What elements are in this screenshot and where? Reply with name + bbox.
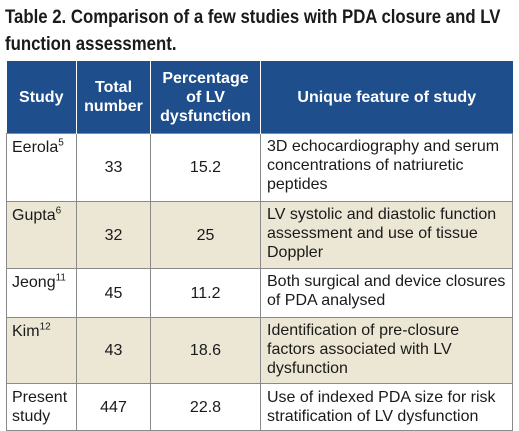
percentage-cell: 15.2 <box>150 133 261 202</box>
total-number-cell: 32 <box>76 201 151 269</box>
reference-number: 11 <box>55 272 66 284</box>
table-row: Eerola5 33 15.2 3D echocardiography and … <box>6 133 513 202</box>
reference-number: 6 <box>55 205 62 217</box>
feature-cell: LV systolic and diastolic function asses… <box>260 201 513 269</box>
comparison-table: Study Total number Percentage of LV dysf… <box>6 61 513 431</box>
table-row: Gupta6 32 25 LV systolic and diastolic f… <box>6 201 513 269</box>
total-number-cell: 43 <box>76 317 151 384</box>
feature-cell: Identification of pre-closure factors as… <box>260 317 513 384</box>
study-cell: Eerola5 <box>6 133 77 202</box>
caption-line-1: Table 2. Comparison of a few studies wit… <box>5 6 501 28</box>
column-header-percentage-lv-dysfunction: Percentage of LV dysfunction <box>150 61 261 134</box>
percentage-cell: 18.6 <box>150 317 261 384</box>
percentage-cell: 25 <box>150 201 261 269</box>
study-cell: Kim12 <box>6 317 77 384</box>
table-header-row: Study Total number Percentage of LV dysf… <box>6 61 513 134</box>
total-number-cell: 447 <box>76 383 151 431</box>
caption-line-2: function assessment. <box>5 33 177 55</box>
study-name: Eerola <box>12 139 59 156</box>
study-cell: Jeong11 <box>6 268 77 318</box>
study-name: Jeong <box>12 274 56 291</box>
study-name: Kim <box>12 323 40 340</box>
feature-cell: Use of indexed PDA size for risk stratif… <box>260 383 513 431</box>
table-row: Jeong11 45 11.2 Both surgical and device… <box>6 268 513 318</box>
study-cell: Gupta6 <box>6 201 77 269</box>
table-caption: Table 2. Comparison of a few studies wit… <box>5 4 512 58</box>
study-cell: Present study <box>6 383 77 431</box>
column-header-study: Study <box>6 61 77 134</box>
percentage-cell: 22.8 <box>150 383 261 431</box>
column-header-unique-feature: Unique feature of study <box>260 61 513 134</box>
total-number-cell: 33 <box>76 133 151 202</box>
reference-number: 12 <box>39 321 51 333</box>
feature-cell: Both surgical and device closures of PDA… <box>260 268 513 318</box>
feature-cell: 3D echocardiography and serum concentrat… <box>260 133 513 202</box>
table-row: Kim12 43 18.6 Identification of pre-clos… <box>6 317 513 384</box>
percentage-cell: 11.2 <box>150 268 261 318</box>
study-name: Present study <box>12 389 68 425</box>
study-name: Gupta <box>12 207 56 224</box>
column-header-total-number: Total number <box>76 61 151 134</box>
reference-number: 5 <box>58 137 64 149</box>
total-number-cell: 45 <box>76 268 151 318</box>
table-row: Present study 447 22.8 Use of indexed PD… <box>6 383 513 431</box>
